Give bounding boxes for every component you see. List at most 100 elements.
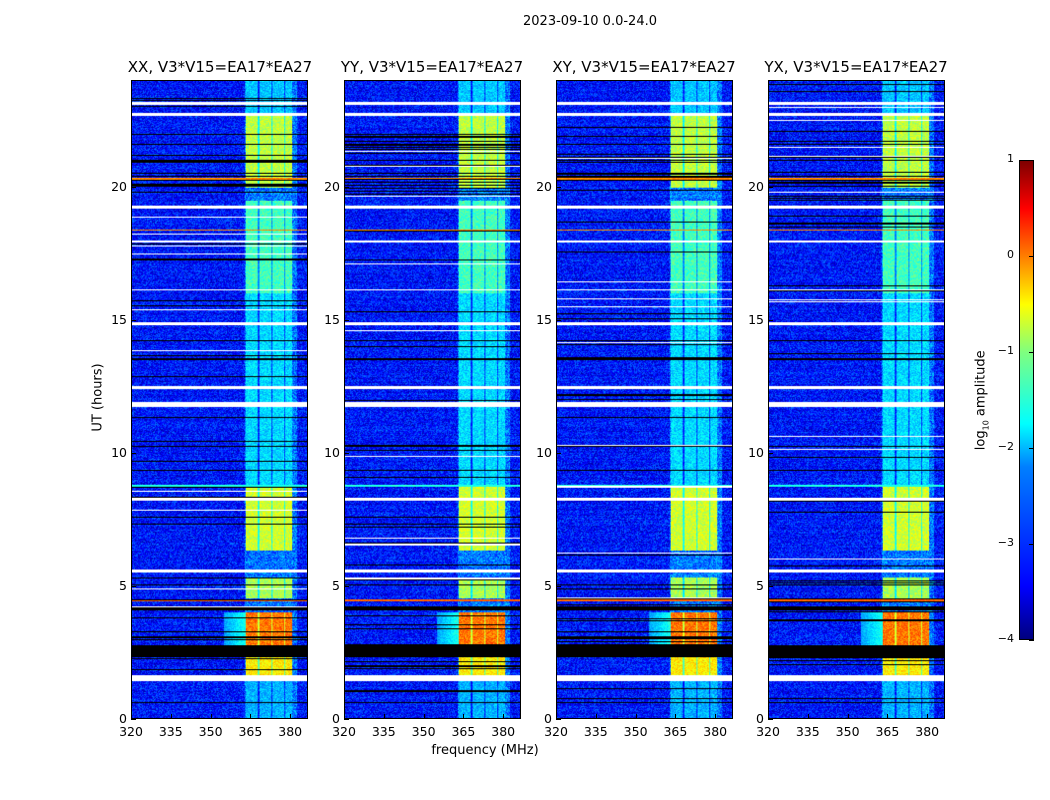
y-tick-label: 10 [748,444,764,460]
x-tick-label: 350 [411,724,436,739]
x-tick-mark [675,714,677,719]
heatmap-panel-xx [131,80,308,719]
y-tick-label: 10 [324,444,340,460]
x-tick-mark [463,714,465,719]
x-tick-label: 380 [491,724,516,739]
y-tick-mark [344,319,349,321]
y-tick-label: 0 [756,711,764,726]
x-tick-label: 380 [703,724,728,739]
heatmap-image [557,81,732,718]
heatmap-image [132,81,307,718]
y-tick-mark [768,452,773,454]
x-tick-mark [250,714,252,719]
y-tick-label: 20 [324,178,340,194]
x-tick-label: 365 [875,724,900,739]
y-tick-label: 15 [748,311,764,327]
x-tick-mark [768,714,769,719]
panel-title-yy: YY, V3*V15=EA17*EA27 [340,58,524,76]
y-tick-mark [768,585,773,587]
heatmap-image [769,81,944,718]
colorbar-tick-mark [1029,640,1034,641]
x-tick-label: 350 [835,724,860,739]
y-tick-label: 0 [119,711,127,726]
colorbar-tick-mark [1029,448,1034,449]
x-tick-mark [635,714,637,719]
y-tick-label: 0 [544,711,552,726]
panel-title-xy: XY, V3*V15=EA17*EA27 [552,58,736,76]
x-tick-label: 320 [332,724,356,739]
colorbar-tick-label: 1 [1007,152,1014,165]
x-tick-mark [210,714,212,719]
colorbar-tick-label: −4 [997,632,1014,645]
y-tick-mark [344,585,349,587]
x-tick-label: 365 [238,724,263,739]
y-axis-label: UT (hours) [90,363,106,432]
y-tick-label: 5 [332,577,340,593]
colorbar [1019,160,1034,640]
y-tick-label: 15 [324,311,340,327]
heatmap-panel-xy [556,80,733,719]
x-tick-label: 365 [663,724,688,739]
y-tick-mark [768,319,773,321]
y-tick-mark [556,186,561,188]
y-tick-mark [556,719,561,720]
x-tick-mark [170,714,172,719]
y-tick-mark [556,452,561,454]
y-tick-label: 5 [756,577,764,593]
x-tick-mark [131,714,132,719]
colorbar-tick-label: −3 [997,536,1014,549]
heatmap-image [345,81,520,718]
y-tick-label: 5 [119,577,127,593]
figure-title: 2023-09-10 0.0-24.0 [523,14,657,29]
y-tick-label: 0 [332,711,340,726]
y-tick-label: 20 [536,178,552,194]
colorbar-tick-label: −1 [997,344,1014,357]
x-tick-mark [927,714,929,719]
x-tick-label: 380 [278,724,303,739]
x-tick-mark [847,714,849,719]
heatmap-panel-yx [768,80,945,719]
x-tick-label: 320 [756,724,780,739]
x-tick-label: 335 [158,724,183,739]
x-tick-mark [423,714,425,719]
colorbar-tick-label: 0 [1007,248,1014,261]
y-tick-mark [131,186,136,188]
y-tick-mark [556,585,561,587]
y-tick-label: 10 [111,444,127,460]
x-tick-label: 320 [544,724,568,739]
y-tick-mark [344,186,349,188]
y-tick-mark [556,319,561,321]
y-tick-mark [131,719,136,720]
x-tick-label: 320 [119,724,143,739]
y-tick-mark [344,452,349,454]
y-tick-label: 15 [536,311,552,327]
x-tick-label: 350 [623,724,648,739]
colorbar-tick-label: −2 [997,440,1014,453]
y-tick-label: 15 [111,311,127,327]
colorbar-tick-mark [1029,160,1034,161]
colorbar-tick-mark [1029,352,1034,353]
x-tick-mark [344,714,345,719]
x-tick-mark [715,714,717,719]
x-tick-label: 350 [198,724,223,739]
y-tick-mark [131,319,136,321]
colorbar-tick-mark [1029,544,1034,545]
y-tick-mark [131,452,136,454]
y-tick-mark [131,585,136,587]
x-tick-label: 335 [583,724,608,739]
y-tick-mark [768,719,773,720]
heatmap-panel-yy [344,80,521,719]
x-tick-mark [383,714,385,719]
x-tick-label: 335 [371,724,396,739]
colorbar-tick-mark [1029,256,1034,257]
x-tick-mark [807,714,809,719]
x-tick-label: 365 [451,724,476,739]
y-tick-label: 20 [748,178,764,194]
y-tick-label: 10 [536,444,552,460]
x-tick-mark [595,714,597,719]
x-tick-mark [503,714,505,719]
y-tick-mark [768,186,773,188]
y-tick-mark [344,719,349,720]
x-tick-mark [556,714,557,719]
x-tick-label: 335 [795,724,820,739]
